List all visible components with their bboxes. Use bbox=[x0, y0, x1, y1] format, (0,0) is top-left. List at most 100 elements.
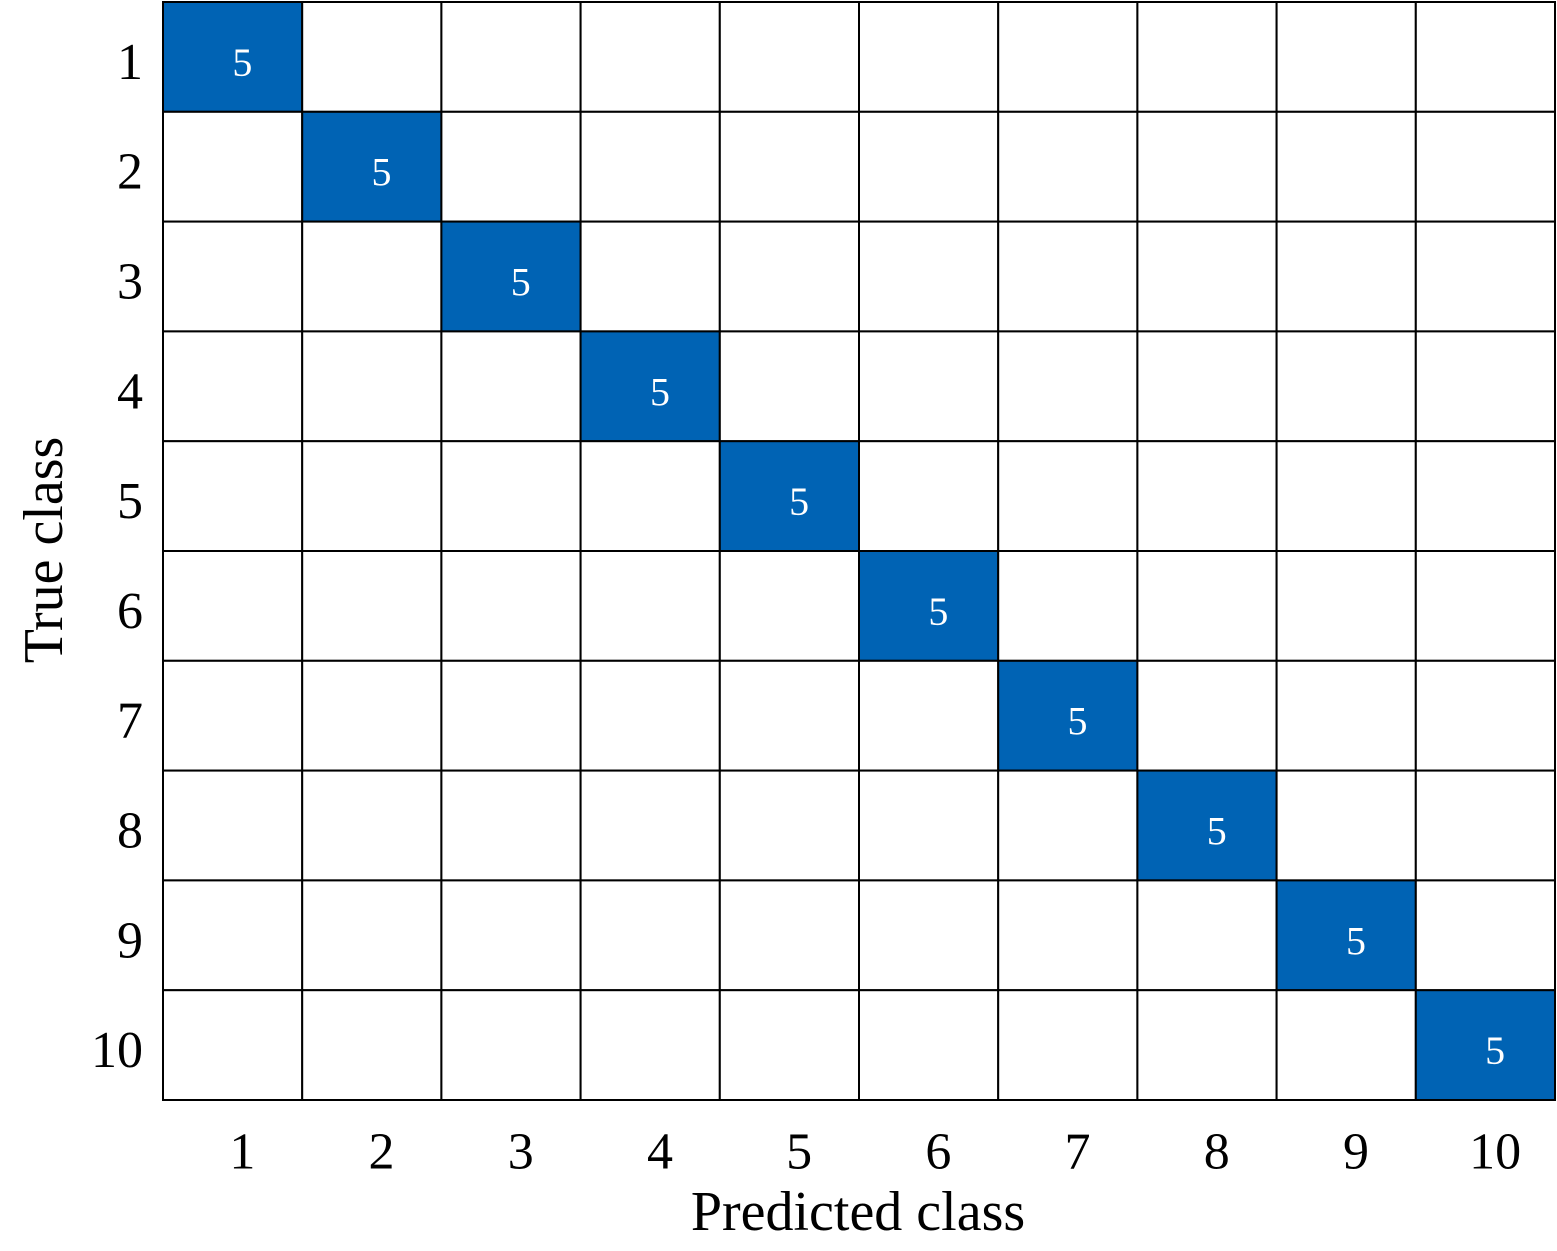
cell-label: 5 bbox=[232, 40, 252, 85]
cell bbox=[1275, 769, 1417, 882]
cell bbox=[162, 989, 304, 1102]
cell bbox=[162, 330, 304, 443]
cell bbox=[440, 989, 582, 1102]
cell-label: 5 bbox=[1068, 699, 1088, 744]
x-tick-label: 3 bbox=[508, 1124, 534, 1181]
cell bbox=[162, 220, 304, 333]
cell bbox=[579, 659, 721, 772]
cell bbox=[718, 330, 860, 443]
cell bbox=[1136, 550, 1278, 662]
cell bbox=[1414, 879, 1557, 992]
x-tick-label: 10 bbox=[1469, 1124, 1521, 1181]
cell-label: 5 bbox=[372, 150, 392, 195]
y-tick-label: 10 bbox=[91, 1022, 143, 1079]
cell bbox=[1136, 879, 1278, 992]
cell bbox=[858, 440, 1000, 553]
cell bbox=[1136, 989, 1278, 1102]
cell bbox=[301, 110, 443, 223]
cell bbox=[1275, 1, 1417, 113]
y-tick-label: 7 bbox=[117, 693, 143, 750]
cell-label: 5 bbox=[650, 369, 670, 414]
cell bbox=[858, 879, 1000, 992]
cell bbox=[718, 659, 860, 772]
cell bbox=[1275, 220, 1417, 333]
cell bbox=[579, 1, 721, 113]
cell bbox=[1414, 330, 1557, 443]
cell bbox=[997, 110, 1139, 223]
cell bbox=[1136, 1, 1278, 113]
y-tick-label: 8 bbox=[117, 802, 143, 859]
cell bbox=[579, 989, 721, 1102]
x-tick-label: 5 bbox=[786, 1124, 812, 1181]
cell bbox=[997, 769, 1139, 882]
cell bbox=[1136, 440, 1278, 553]
cell bbox=[1414, 220, 1557, 333]
cell bbox=[718, 1, 860, 113]
cell bbox=[718, 110, 860, 223]
cell bbox=[997, 550, 1139, 662]
cell bbox=[301, 330, 443, 443]
cell bbox=[718, 769, 860, 882]
cell bbox=[301, 1, 443, 113]
cell bbox=[1414, 1, 1557, 113]
cell bbox=[997, 330, 1139, 443]
cell bbox=[301, 659, 443, 772]
cell bbox=[579, 110, 721, 223]
x-axis-title: Predicted class bbox=[691, 1181, 1025, 1243]
x-tick-label: 9 bbox=[1343, 1124, 1369, 1181]
cell bbox=[1414, 659, 1557, 772]
cell bbox=[301, 879, 443, 992]
cell bbox=[440, 879, 582, 992]
cell bbox=[718, 989, 860, 1102]
cell bbox=[1275, 330, 1417, 443]
cell bbox=[162, 1, 304, 113]
cell bbox=[440, 440, 582, 553]
cell bbox=[858, 769, 1000, 882]
y-tick-label: 3 bbox=[117, 253, 143, 310]
y-tick-label: 6 bbox=[117, 583, 143, 640]
cell bbox=[440, 659, 582, 772]
y-tick-label: 5 bbox=[117, 473, 143, 530]
y-tick-label: 2 bbox=[117, 144, 143, 201]
cell bbox=[579, 220, 721, 333]
cell bbox=[162, 879, 304, 992]
cell bbox=[997, 989, 1139, 1102]
cell bbox=[162, 769, 304, 882]
cell bbox=[1414, 989, 1557, 1102]
cell bbox=[858, 1, 1000, 113]
cell bbox=[440, 769, 582, 882]
cell bbox=[579, 879, 721, 992]
cell bbox=[718, 879, 860, 992]
y-tick-label: 9 bbox=[117, 912, 143, 969]
cell bbox=[997, 1, 1139, 113]
cell bbox=[440, 550, 582, 662]
cell-label: 5 bbox=[511, 259, 531, 304]
cell bbox=[858, 110, 1000, 223]
cell bbox=[301, 550, 443, 662]
cell bbox=[1414, 550, 1557, 662]
cell bbox=[301, 440, 443, 553]
cell bbox=[858, 989, 1000, 1102]
cell bbox=[162, 659, 304, 772]
cell bbox=[579, 440, 721, 553]
cell-label: 5 bbox=[789, 479, 809, 524]
cell bbox=[858, 659, 1000, 772]
cell-label: 5 bbox=[928, 589, 948, 634]
x-tick-label: 8 bbox=[1204, 1124, 1230, 1181]
cell bbox=[440, 220, 582, 333]
cell bbox=[1136, 220, 1278, 333]
cell bbox=[301, 769, 443, 882]
cell bbox=[1275, 440, 1417, 553]
x-tick-label: 2 bbox=[369, 1124, 395, 1181]
cell bbox=[1275, 110, 1417, 223]
cell bbox=[162, 550, 304, 662]
x-tick-label: 7 bbox=[1065, 1124, 1091, 1181]
cell bbox=[1414, 110, 1557, 223]
cell bbox=[301, 220, 443, 333]
cell bbox=[162, 440, 304, 553]
cell bbox=[301, 989, 443, 1102]
cell bbox=[1136, 110, 1278, 223]
x-tick-label: 4 bbox=[647, 1124, 673, 1181]
cell bbox=[440, 110, 582, 223]
